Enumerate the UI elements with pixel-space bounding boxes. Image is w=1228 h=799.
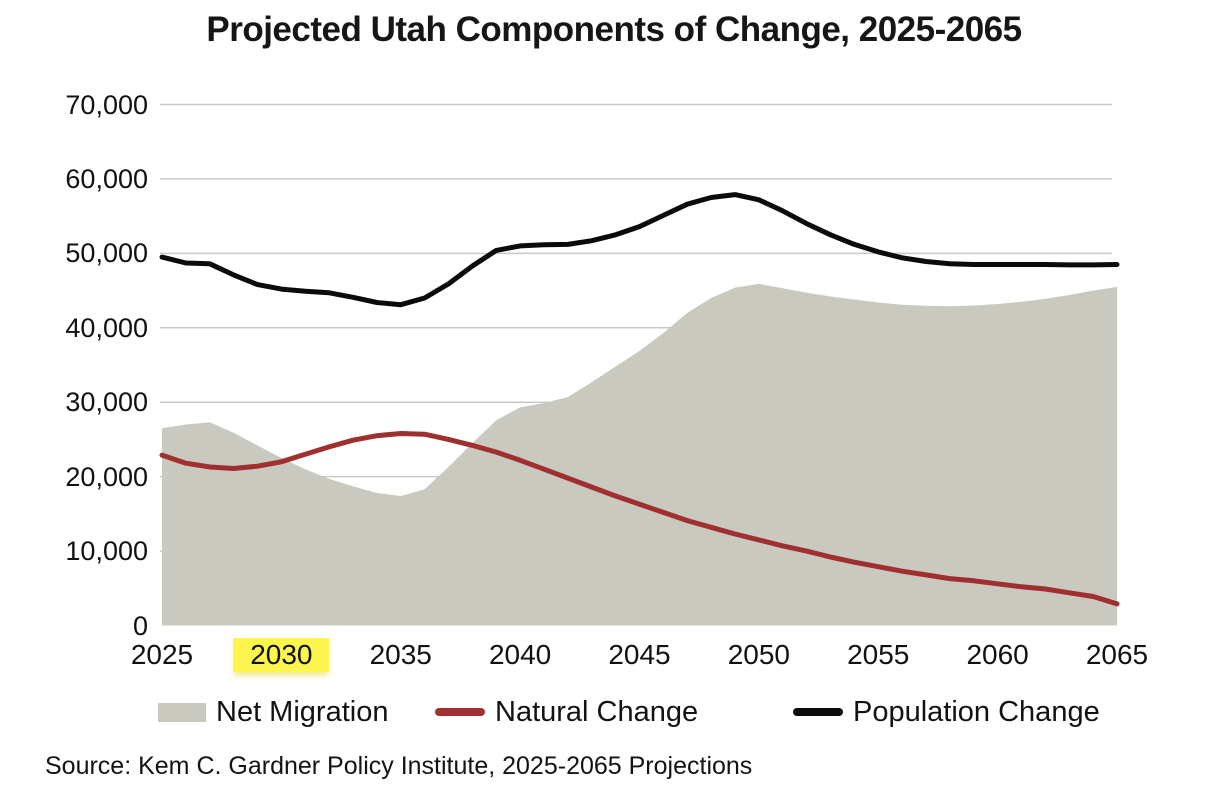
natural-change-swatch-icon — [435, 708, 485, 716]
legend-item-natural-change: Natural Change — [435, 692, 698, 732]
line-population-change — [159, 192, 1120, 308]
x-tick-label: 2035 — [369, 639, 432, 670]
source-note: Source: Kem C. Gardner Policy Institute,… — [45, 752, 753, 780]
legend-label: Natural Change — [495, 695, 699, 728]
x-tick-label-highlighted: 2030 — [233, 638, 330, 672]
legend: Net Migration Natural Change Population … — [0, 692, 1228, 732]
legend-label: Population Change — [853, 695, 1100, 728]
y-tick-label: 0 — [132, 610, 148, 641]
legend-item-net-migration: Net Migration — [158, 692, 388, 732]
x-tick-label: 2040 — [488, 639, 552, 670]
y-tick-label: 50,000 — [65, 238, 148, 269]
y-tick-label: 40,000 — [65, 312, 148, 343]
line-natural-change — [159, 431, 1120, 607]
chart-title: Projected Utah Components of Change, 202… — [206, 10, 1022, 49]
x-tick-label: 2025 — [130, 639, 194, 670]
x-tick-label: 2055 — [847, 639, 910, 670]
net-migration-swatch-icon — [158, 702, 206, 722]
legend-item-population-change: Population Change — [793, 692, 1100, 732]
y-tick-label: 10,000 — [65, 536, 148, 567]
population-change-swatch-icon — [793, 708, 843, 716]
x-tick-label: 2065 — [1085, 639, 1149, 670]
y-tick-label: 70,000 — [65, 89, 148, 120]
y-tick-label: 30,000 — [65, 387, 148, 418]
x-tick-label: 2045 — [608, 639, 671, 670]
legend-label: Net Migration — [216, 695, 389, 728]
y-tick-label: 20,000 — [65, 461, 148, 492]
x-tick-label: 2060 — [966, 639, 1029, 670]
y-tick-label: 60,000 — [65, 163, 148, 194]
area-net-migration — [162, 283, 1117, 626]
x-tick-label: 2050 — [727, 639, 791, 670]
